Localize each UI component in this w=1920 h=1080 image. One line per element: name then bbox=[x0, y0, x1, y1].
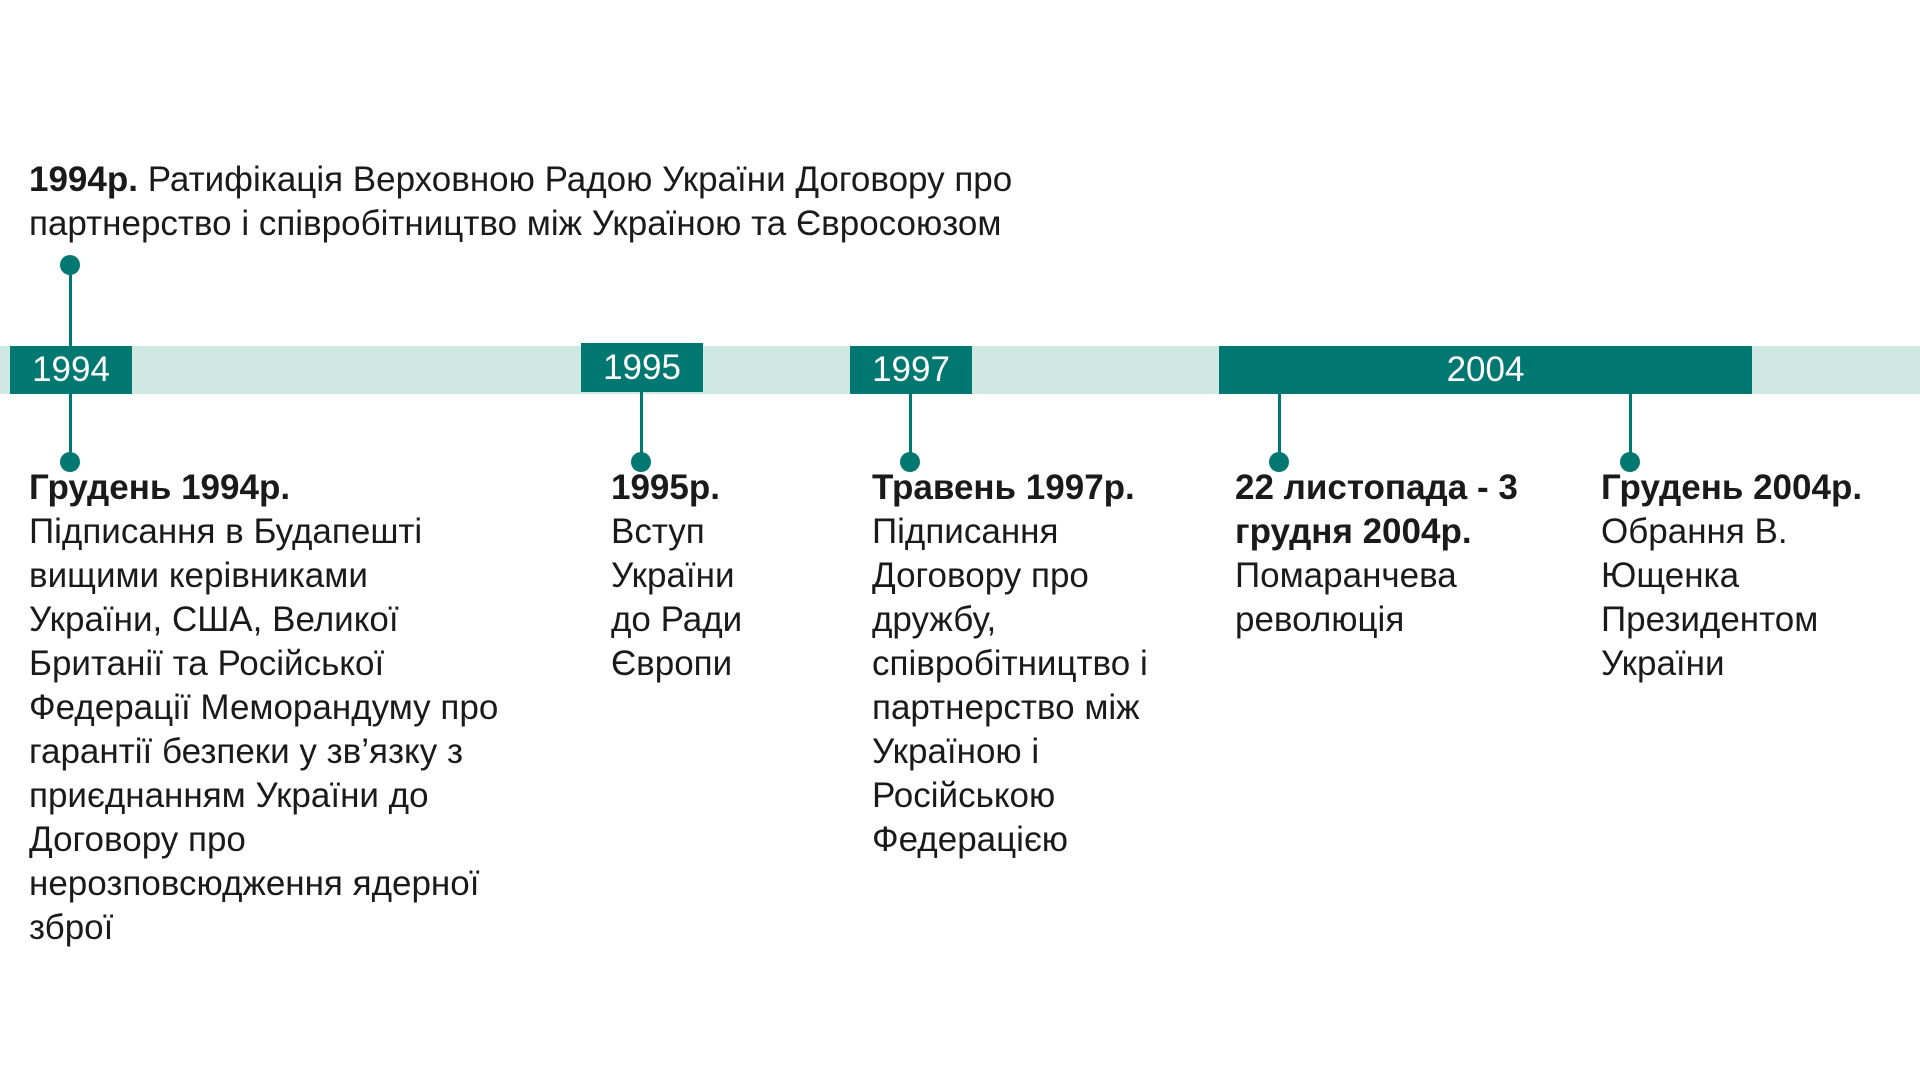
event-3: Травень 1997р. Підписання Договору про д… bbox=[872, 466, 1172, 862]
event-title: 1995р. bbox=[611, 468, 720, 507]
event-title: Грудень 2004р. bbox=[1601, 468, 1863, 507]
event-description: Підписання в Будапешті вищими керівникам… bbox=[29, 512, 499, 947]
event-2-marker bbox=[631, 452, 651, 472]
year-label-2004: 2004 bbox=[1219, 346, 1752, 394]
event-description: Помаранчева революція bbox=[1235, 556, 1457, 639]
event-3-connector bbox=[909, 394, 912, 462]
event-1-marker bbox=[60, 452, 80, 472]
event-2-connector bbox=[640, 392, 643, 462]
event-4: 22 листопада - 3 грудня 2004р. Помаранче… bbox=[1235, 466, 1555, 642]
event-3-marker bbox=[900, 452, 920, 472]
top-event-marker bbox=[60, 255, 80, 275]
event-4-marker bbox=[1269, 452, 1289, 472]
year-label-1995: 1995 bbox=[581, 343, 703, 392]
event-5: Грудень 2004р. Обрання В. Ющенка Президе… bbox=[1601, 466, 1901, 686]
year-label-1994: 1994 bbox=[10, 346, 132, 394]
event-description: Підписання Договору про дружбу, співробі… bbox=[872, 512, 1148, 859]
event-1: Грудень 1994р. Підписання в Будапешті ви… bbox=[29, 466, 499, 950]
year-label-1997: 1997 bbox=[850, 346, 972, 394]
event-title: Грудень 1994р. bbox=[29, 468, 291, 507]
event-2: 1995р. Вступ України до Ради Європи bbox=[611, 466, 771, 686]
event-title: 22 листопада - 3 грудня 2004р. bbox=[1235, 468, 1518, 551]
event-5-connector bbox=[1629, 394, 1632, 462]
top-event-text: Ратифікація Верховною Радою України Дого… bbox=[29, 160, 1013, 243]
event-5-marker bbox=[1620, 452, 1640, 472]
top-event-date: 1994р. bbox=[29, 160, 138, 199]
top-event: 1994р. Ратифікація Верховною Радою Украї… bbox=[29, 158, 1169, 246]
event-1-connector bbox=[69, 394, 72, 462]
event-description: Обрання В. Ющенка Президентом України bbox=[1601, 512, 1819, 683]
top-event-connector bbox=[69, 265, 72, 347]
event-title: Травень 1997р. bbox=[872, 468, 1135, 507]
event-4-connector bbox=[1278, 394, 1281, 462]
event-description: Вступ України до Ради Європи bbox=[611, 512, 743, 683]
